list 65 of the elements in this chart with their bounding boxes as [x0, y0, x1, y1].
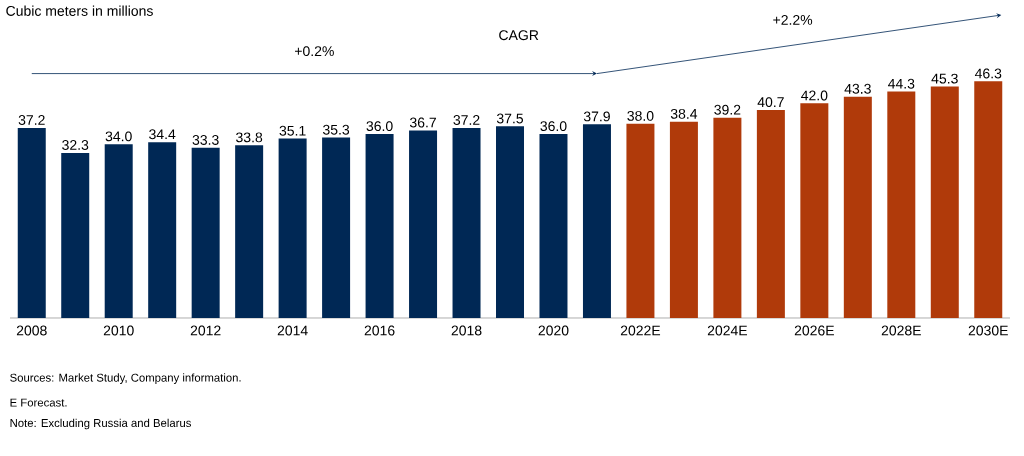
bar	[409, 130, 438, 318]
bar	[104, 144, 133, 318]
data-label: 36.0	[540, 121, 567, 132]
data-label: 37.5	[496, 113, 524, 124]
data-label: 37.2	[453, 115, 480, 125]
x-tick-label: 2022E	[620, 325, 661, 336]
x-tick-label: 2024E	[707, 325, 748, 336]
bar	[713, 117, 742, 318]
data-label: 33.3	[192, 134, 219, 145]
data-label: 44.3	[887, 78, 915, 89]
text: E Forecast.	[10, 398, 67, 407]
x-tick-label: 2010	[103, 325, 134, 336]
bar	[148, 142, 177, 318]
bar	[365, 134, 394, 318]
source-note: Sources: Market Study, Company information.	[10, 373, 241, 384]
data-label: 38.4	[670, 108, 698, 119]
data-label: 34.0	[105, 131, 132, 142]
bar	[930, 86, 959, 318]
bar	[887, 91, 916, 318]
bar	[626, 123, 655, 318]
text: CAGR	[499, 30, 539, 41]
x-tick-label: 2028E	[881, 325, 921, 336]
bar	[800, 103, 829, 318]
bar	[191, 147, 220, 318]
bar	[278, 138, 307, 318]
data-label: 37.9	[583, 111, 610, 122]
data-label: 45.3	[931, 73, 958, 84]
data-label: 46.3	[974, 68, 1002, 79]
data-label: 42.0	[801, 90, 828, 101]
bar	[974, 81, 1003, 318]
bar	[61, 152, 90, 318]
text: +0.2%	[295, 46, 334, 57]
bar	[756, 109, 785, 318]
bar	[496, 126, 524, 318]
bar	[539, 134, 568, 318]
bar	[582, 124, 611, 318]
x-tick-label: 2026E	[794, 325, 834, 336]
chart-title: Cubic meters in millions	[6, 5, 153, 16]
x-tick-label: 2018	[451, 325, 482, 336]
data-label: 37.2	[18, 115, 45, 125]
bar	[17, 127, 46, 318]
x-tick-label: 2016	[364, 325, 395, 336]
x-tick-label: 2014	[277, 325, 308, 336]
x-tick-label: 2020	[538, 325, 569, 336]
text: +2.2%	[773, 14, 813, 25]
data-label: 35.3	[322, 124, 350, 135]
data-label: 39.2	[714, 104, 741, 115]
data-label: 36.0	[366, 121, 393, 132]
data-label: 33.8	[236, 132, 263, 143]
bar	[669, 121, 698, 318]
data-label: 43.3	[844, 83, 871, 94]
data-label: 35.1	[279, 125, 306, 136]
bar	[452, 127, 481, 318]
bar	[322, 137, 351, 318]
x-tick-label: 2008	[16, 325, 47, 336]
x-tick-label: 2030E	[968, 325, 1008, 336]
data-label: 32.3	[62, 140, 89, 150]
x-tick-label: 2012	[190, 325, 221, 336]
data-label: 38.0	[627, 110, 654, 121]
data-label: 36.7	[409, 117, 436, 128]
bar	[843, 96, 872, 318]
text: Note: Excluding Russia and Belarus	[10, 418, 191, 430]
data-label: 34.4	[149, 129, 176, 140]
data-label: 40.7	[757, 97, 784, 108]
bar	[235, 145, 264, 318]
